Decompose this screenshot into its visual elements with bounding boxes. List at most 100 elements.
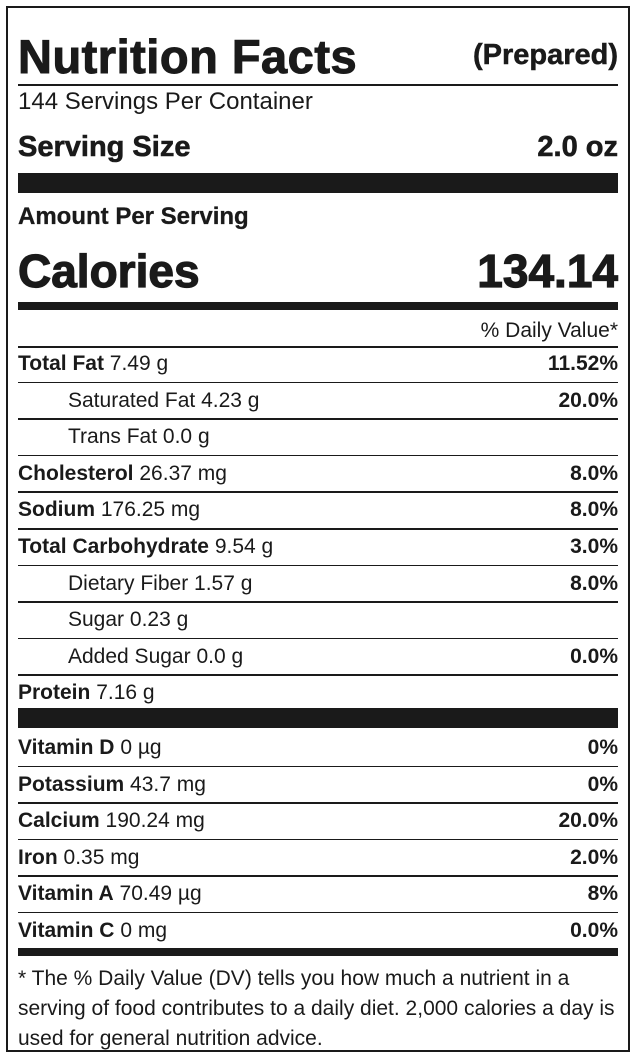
nutrient-row: Total Carbohydrate 9.54 g 3.0% — [18, 529, 618, 565]
label-title: Nutrition Facts — [17, 30, 358, 83]
nutrient-name: Calcium — [18, 809, 100, 832]
nutrient-info: Sugar 0.23 g — [18, 608, 188, 632]
nutrient-name: Total Carbohydrate — [18, 535, 209, 558]
nutrient-row: Calcium 190.24 mg 20.0% — [18, 803, 618, 839]
divider — [18, 346, 618, 348]
nutrient-daily-value: 0% — [587, 736, 618, 759]
nutrient-info: Saturated Fat 4.23 g — [18, 389, 259, 413]
nutrient-name: Potassium — [18, 772, 125, 796]
nutrient-info: Iron 0.35 mg — [18, 846, 139, 870]
nutrient-info: Potassium 43.7 mg — [18, 773, 206, 797]
nutrient-daily-value: 20.0% — [558, 809, 618, 832]
nutrient-daily-value: 3.0% — [570, 535, 618, 558]
nutrient-info: Total Fat 7.49 g — [18, 352, 168, 376]
nutrient-row: Sugar 0.23 g — [18, 602, 618, 638]
nutrient-amount: 7.49 g — [109, 352, 169, 375]
nutrient-info: Calcium 190.24 mg — [18, 809, 205, 833]
nutrient-row: Sodium 176.25 mg 8.0% — [18, 492, 618, 528]
nutrient-daily-value: 0.0% — [570, 918, 618, 942]
divider — [18, 454, 618, 457]
nutrient-daily-value: 0% — [587, 772, 618, 796]
nutrient-row: Saturated Fat 4.23 g 20.0% — [18, 383, 618, 419]
nutrient-amount: 0.0 g — [162, 425, 210, 449]
servings-per-container: 144 Servings Per Container — [18, 88, 313, 115]
calories-row: Calories 134.14 — [17, 244, 619, 298]
nutrient-info: Protein 7.16 g — [18, 681, 155, 705]
footnote: * The % Daily Value (DV) tells you how m… — [18, 967, 615, 1050]
divider — [18, 564, 618, 567]
nutrient-info: Sodium 176.25 mg — [18, 498, 200, 522]
divider — [18, 491, 618, 493]
nutrient-row: Cholesterol 26.37 mg 8.0% — [18, 456, 618, 492]
nutrient-name: Total Fat — [18, 352, 104, 375]
nutrient-row: Iron 0.35 mg 2.0% — [18, 840, 618, 876]
nutrient-amount: 26.37 mg — [139, 461, 227, 485]
serving-size-value: 2.0 oz — [537, 131, 618, 164]
nutrient-row: Vitamin D 0 µg 0% — [18, 730, 618, 766]
divider — [18, 528, 618, 530]
serving-size-row: Serving Size 2.0 oz — [18, 131, 619, 164]
divider — [18, 911, 618, 913]
amount-per-serving: Amount Per Serving — [18, 203, 249, 230]
thick-divider — [18, 708, 618, 728]
divider — [18, 418, 618, 420]
nutrient-info: Vitamin C 0 mg — [18, 919, 167, 943]
nutrition-label: Nutrition Facts (Prepared) 144 Servings … — [6, 6, 630, 1052]
nutrient-daily-value: 8.0% — [570, 461, 618, 485]
divider — [18, 875, 618, 877]
nutrient-info: Dietary Fiber 1.57 g — [18, 572, 252, 596]
nutrient-name: Vitamin C — [18, 918, 115, 942]
nutrient-info: Cholesterol 26.37 mg — [18, 462, 227, 486]
nutrient-row: Vitamin A 70.49 µg 8% — [18, 876, 618, 912]
nutrient-row: Trans Fat 0.0 g — [18, 419, 618, 455]
nutrient-row: Total Fat 7.49 g 11.52% — [18, 346, 618, 382]
nutrient-name: Iron — [18, 845, 58, 869]
nutrient-name: Vitamin D — [18, 736, 115, 759]
divider — [18, 674, 618, 676]
nutrient-amount: 1.57 g — [194, 571, 253, 595]
nutrient-name: Sodium — [18, 498, 95, 522]
nutrient-amount: 176.25 mg — [100, 498, 201, 522]
nutrient-daily-value: 8% — [587, 882, 618, 905]
nutrient-daily-value: 2.0% — [570, 845, 618, 869]
calories-label: Calories — [17, 244, 200, 297]
nutrient-amount: 0.35 mg — [63, 845, 140, 869]
nutrient-info: Added Sugar 0.0 g — [18, 645, 243, 669]
nutrient-daily-value: 8.0% — [570, 571, 618, 595]
nutrient-info: Trans Fat 0.0 g — [18, 425, 210, 449]
nutrient-daily-value: 20.0% — [558, 388, 618, 412]
nutrient-row: Protein 7.16 g — [18, 675, 618, 711]
nutrient-name: Added Sugar — [68, 644, 191, 668]
daily-value-header: % Daily Value* — [480, 319, 618, 342]
nutrient-name: Trans Fat — [68, 425, 158, 449]
nutrient-amount: 7.16 g — [96, 681, 155, 705]
medium-divider — [18, 948, 618, 956]
divider — [18, 601, 618, 603]
nutrient-name: Cholesterol — [18, 461, 134, 485]
nutrient-row: Dietary Fiber 1.57 g 8.0% — [18, 566, 618, 602]
nutrient-name: Sugar — [68, 608, 125, 632]
title-row: Nutrition Facts (Prepared) — [17, 18, 619, 83]
divider — [18, 802, 618, 804]
divider — [18, 84, 618, 86]
nutrient-amount: 0 mg — [120, 918, 167, 942]
nutrient-info: Total Carbohydrate 9.54 g — [18, 535, 273, 559]
calories-value: 134.14 — [477, 244, 619, 297]
nutrient-amount: 0.23 g — [129, 608, 189, 632]
nutrient-amount: 0.0 g — [196, 644, 244, 668]
nutrient-amount: 0 µg — [120, 736, 162, 759]
divider — [18, 838, 618, 840]
nutrient-name: Protein — [18, 681, 91, 705]
thick-divider — [18, 173, 618, 193]
nutrient-amount: 43.7 mg — [130, 772, 206, 796]
divider — [18, 765, 618, 767]
serving-size-label: Serving Size — [18, 131, 191, 164]
nutrient-daily-value: 8.0% — [570, 498, 618, 522]
nutrient-amount: 4.23 g — [201, 388, 260, 412]
medium-divider — [18, 302, 618, 310]
nutrient-daily-value: 11.52% — [547, 352, 618, 375]
label-subtitle: (Prepared) — [472, 39, 619, 71]
nutrient-row: Potassium 43.7 mg 0% — [18, 767, 618, 803]
nutrient-row: Vitamin C 0 mg 0.0% — [18, 913, 618, 949]
divider — [18, 637, 618, 640]
